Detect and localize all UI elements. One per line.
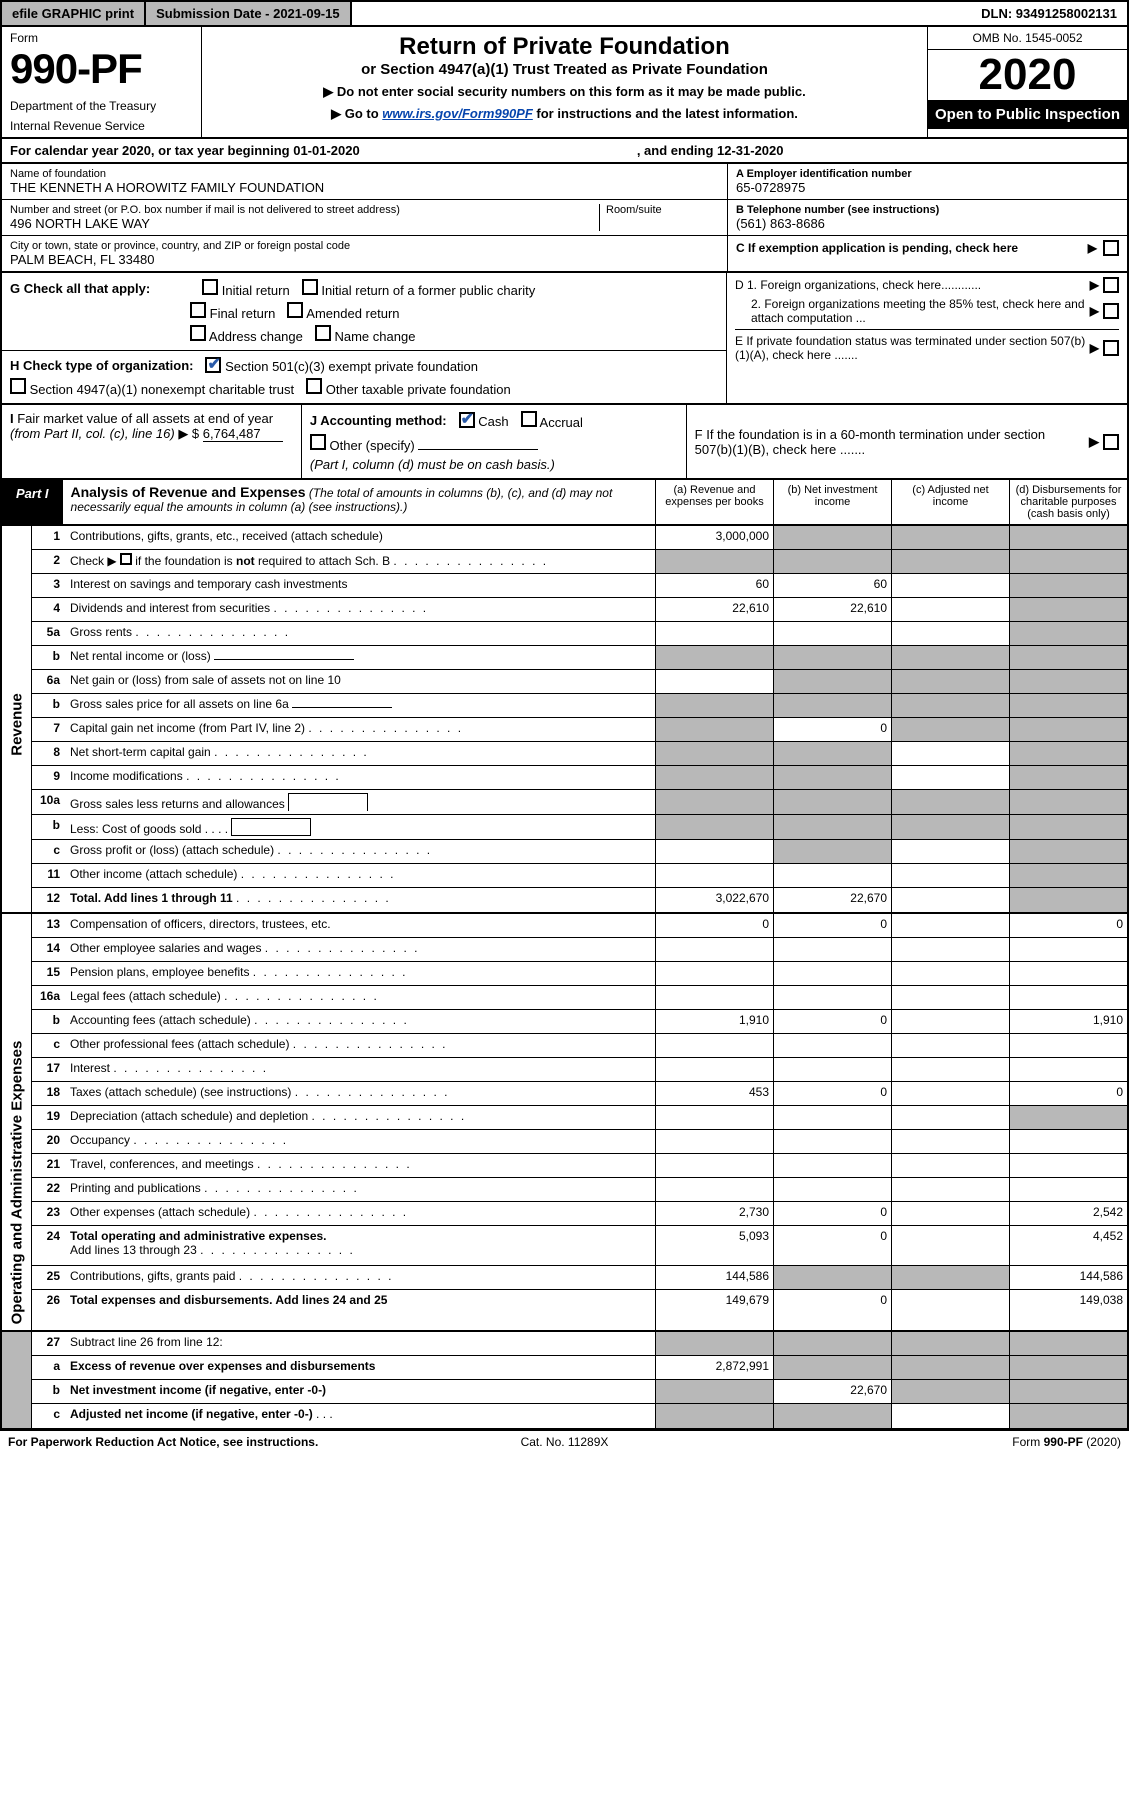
g-label: G Check all that apply: xyxy=(10,281,150,296)
tax-year: 2020 xyxy=(928,50,1127,100)
info-grid: Name of foundation THE KENNETH A HOROWIT… xyxy=(0,164,1129,273)
ein-value: 65-0728975 xyxy=(736,180,1119,195)
summary-table: 27Subtract line 26 from line 12: aExcess… xyxy=(0,1332,1129,1430)
d1-checkbox[interactable] xyxy=(1103,277,1119,293)
expenses-table: Operating and Administrative Expenses 13… xyxy=(0,914,1129,1332)
form-label: Form xyxy=(10,31,193,45)
section-ij: I Fair market value of all assets at end… xyxy=(0,405,1129,480)
j-label: J Accounting method: xyxy=(310,413,447,428)
e-checkbox[interactable] xyxy=(1103,340,1119,356)
form-subtitle: or Section 4947(a)(1) Trust Treated as P… xyxy=(222,61,907,78)
catalog-number: Cat. No. 11289X xyxy=(379,1435,750,1449)
h-label: H Check type of organization: xyxy=(10,358,193,373)
g-initial-checkbox[interactable] xyxy=(202,279,218,295)
j-accrual-checkbox[interactable] xyxy=(521,411,537,427)
h-other-taxable-checkbox[interactable] xyxy=(306,378,322,394)
phone-label: B Telephone number (see instructions) xyxy=(736,204,1119,216)
form-number: 990-PF xyxy=(10,45,193,93)
h-4947-checkbox[interactable] xyxy=(10,378,26,394)
form-title: Return of Private Foundation xyxy=(222,33,907,61)
form-reference: Form 990-PF (2020) xyxy=(750,1435,1121,1449)
part1-header: Part I Analysis of Revenue and Expenses … xyxy=(0,480,1129,526)
revenue-side-label: Revenue xyxy=(9,690,26,760)
city-label: City or town, state or province, country… xyxy=(10,240,719,252)
d2-checkbox[interactable] xyxy=(1103,303,1119,319)
omb-number: OMB No. 1545-0052 xyxy=(928,27,1127,50)
note-url: ▶ Go to www.irs.gov/Form990PF for instru… xyxy=(222,106,907,122)
col-c-header: (c) Adjusted net income xyxy=(891,480,1009,524)
f-checkbox[interactable] xyxy=(1103,434,1119,450)
j-note: (Part I, column (d) must be on cash basi… xyxy=(310,457,678,472)
note-ssn: ▶ Do not enter social security numbers o… xyxy=(222,84,907,100)
dln-number: DLN: 93491258002131 xyxy=(971,2,1127,25)
j-cash-checkbox[interactable] xyxy=(459,412,475,428)
col-b-header: (b) Net investment income xyxy=(773,480,891,524)
page-footer: For Paperwork Reduction Act Notice, see … xyxy=(0,1430,1129,1453)
g-final-checkbox[interactable] xyxy=(190,302,206,318)
open-to-public: Open to Public Inspection xyxy=(928,100,1127,129)
paperwork-notice: For Paperwork Reduction Act Notice, see … xyxy=(8,1435,379,1449)
g-amended-checkbox[interactable] xyxy=(287,302,303,318)
g-initial-public-checkbox[interactable] xyxy=(302,279,318,295)
submission-date: Submission Date - 2021-09-15 xyxy=(146,2,352,25)
ein-label: A Employer identification number xyxy=(736,168,1119,180)
form-header: Form 990-PF Department of the Treasury I… xyxy=(0,27,1129,139)
expenses-side-label: Operating and Administrative Expenses xyxy=(9,1038,26,1328)
c-label: C If exemption application is pending, c… xyxy=(736,241,1082,255)
phone-value: (561) 863-8686 xyxy=(736,216,1119,231)
calendar-year-row: For calendar year 2020, or tax year begi… xyxy=(0,139,1129,164)
dept-treasury: Department of the Treasury xyxy=(10,99,193,113)
h-501c3-checkbox[interactable] xyxy=(205,357,221,373)
col-d-header: (d) Disbursements for charitable purpose… xyxy=(1009,480,1127,524)
g-name-checkbox[interactable] xyxy=(315,325,331,341)
room-label: Room/suite xyxy=(606,204,719,216)
g-address-checkbox[interactable] xyxy=(190,325,206,341)
city-state-zip: PALM BEACH, FL 33480 xyxy=(10,252,719,267)
part1-label: Part I xyxy=(2,480,63,524)
street-address: 496 NORTH LAKE WAY xyxy=(10,216,599,231)
fmv-value: 6,764,487 xyxy=(203,426,283,442)
r2-checkbox[interactable] xyxy=(120,553,132,565)
addr-label: Number and street (or P.O. box number if… xyxy=(10,204,599,216)
efile-print-button[interactable]: efile GRAPHIC print xyxy=(2,2,146,25)
j-other-checkbox[interactable] xyxy=(310,434,326,450)
irs-link[interactable]: www.irs.gov/Form990PF xyxy=(382,106,533,121)
c-checkbox[interactable] xyxy=(1103,240,1119,256)
name-label: Name of foundation xyxy=(10,168,719,180)
dept-irs: Internal Revenue Service xyxy=(10,119,193,133)
col-a-header: (a) Revenue and expenses per books xyxy=(655,480,773,524)
top-bar: efile GRAPHIC print Submission Date - 20… xyxy=(0,0,1129,27)
foundation-name: THE KENNETH A HOROWITZ FAMILY FOUNDATION xyxy=(10,180,719,195)
revenue-table: Revenue 1Contributions, gifts, grants, e… xyxy=(0,526,1129,914)
